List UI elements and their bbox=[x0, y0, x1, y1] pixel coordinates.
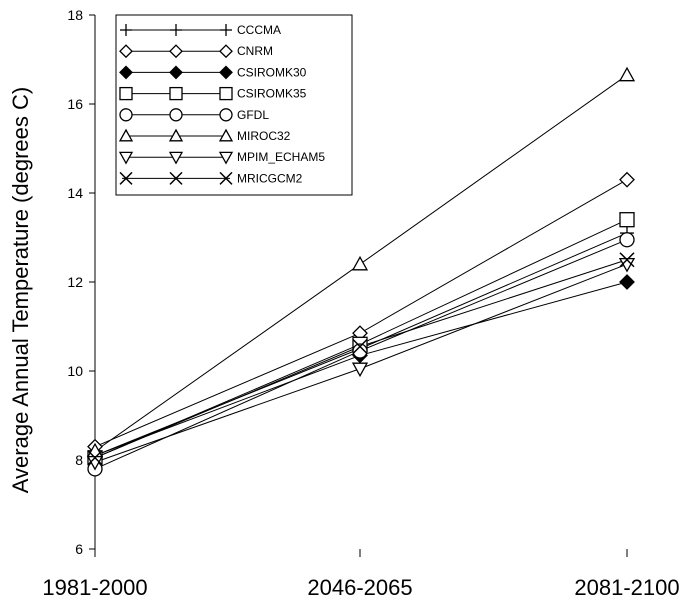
legend-label: MIROC32 bbox=[237, 129, 291, 143]
data-point-marker bbox=[119, 86, 133, 101]
data-point-marker bbox=[169, 65, 183, 80]
data-point-marker bbox=[218, 128, 234, 142]
y-axis-label: Average Annual Temperature (degrees C) bbox=[8, 87, 33, 493]
series-line bbox=[94, 179, 628, 448]
data-point-marker bbox=[352, 343, 368, 359]
y-tick-label: 6 bbox=[75, 541, 83, 557]
data-point-marker bbox=[169, 86, 183, 101]
y-tick-label: 10 bbox=[67, 363, 83, 379]
y-axis-ticks: 6 8 10 12 14 16 18 bbox=[67, 7, 95, 557]
legend-label: MRICGCM2 bbox=[237, 171, 303, 185]
y-tick-label: 18 bbox=[67, 7, 83, 23]
data-point-marker bbox=[118, 151, 134, 165]
data-point-marker bbox=[219, 86, 233, 101]
data-point-marker bbox=[619, 252, 635, 268]
legend-label: CCCMA bbox=[237, 23, 281, 37]
legend-label: MPIM_ECHAM5 bbox=[237, 150, 325, 164]
legend-entry: CSIROMK35 bbox=[119, 86, 307, 101]
legend-entry: MRICGCM2 bbox=[119, 171, 303, 185]
series-markers bbox=[86, 66, 636, 477]
data-point-marker bbox=[351, 255, 369, 271]
data-point-marker bbox=[352, 338, 368, 355]
legend-entry: MIROC32 bbox=[118, 128, 291, 143]
legend-box bbox=[115, 14, 353, 196]
y-tick-label: 12 bbox=[67, 274, 83, 290]
data-point-marker bbox=[219, 171, 233, 185]
data-point-marker bbox=[119, 171, 133, 185]
data-point-marker bbox=[220, 24, 232, 36]
data-point-marker bbox=[218, 151, 234, 165]
legend: CCCMA CNRM CSIROMK30 CSIROMK35 GFDL MIROC32 MP… bbox=[115, 14, 353, 196]
data-point-marker bbox=[219, 44, 233, 59]
data-point-marker bbox=[219, 65, 233, 80]
y-tick-label: 14 bbox=[67, 185, 83, 201]
data-point-marker bbox=[169, 108, 183, 122]
y-tick-label: 16 bbox=[67, 96, 83, 112]
data-point-marker bbox=[119, 44, 133, 59]
data-point-marker bbox=[168, 128, 184, 142]
x-tick-label: 1981-2000 bbox=[42, 575, 147, 600]
data-point-marker bbox=[619, 171, 635, 188]
legend-label: CSIROMK35 bbox=[237, 87, 307, 101]
legend-entry: CSIROMK30 bbox=[119, 65, 307, 80]
data-point-marker bbox=[170, 24, 182, 36]
data-point-marker bbox=[219, 108, 233, 122]
legend-entry: CNRM bbox=[119, 44, 273, 59]
data-point-marker bbox=[618, 257, 636, 273]
legend-label: GFDL bbox=[237, 108, 269, 122]
legend-entry: GFDL bbox=[119, 108, 269, 122]
legend-entry: CCCMA bbox=[120, 23, 281, 37]
data-point-marker bbox=[86, 455, 104, 471]
data-point-marker bbox=[120, 24, 132, 36]
data-point-marker bbox=[169, 44, 183, 59]
legend-entry: MPIM_ECHAM5 bbox=[118, 150, 325, 165]
legend-label: CNRM bbox=[237, 44, 273, 58]
data-point-marker bbox=[118, 128, 134, 142]
data-point-marker bbox=[619, 232, 635, 248]
data-point-marker bbox=[119, 108, 133, 122]
data-point-marker bbox=[119, 65, 133, 80]
data-point-marker bbox=[87, 450, 103, 466]
data-point-marker bbox=[169, 171, 183, 185]
legend-label: CSIROMK30 bbox=[237, 65, 307, 79]
data-point-marker bbox=[619, 274, 635, 290]
x-tick-label: 2046-2065 bbox=[307, 575, 412, 600]
data-point-marker bbox=[168, 151, 184, 165]
x-tick-label: 2081-2100 bbox=[574, 575, 679, 600]
data-point-marker bbox=[351, 362, 369, 378]
data-point-marker bbox=[619, 212, 635, 228]
x-axis-ticks: 1981-2000 2046-2065 2081-2100 bbox=[42, 549, 680, 600]
y-tick-label: 8 bbox=[75, 452, 83, 468]
data-point-marker bbox=[618, 66, 636, 82]
